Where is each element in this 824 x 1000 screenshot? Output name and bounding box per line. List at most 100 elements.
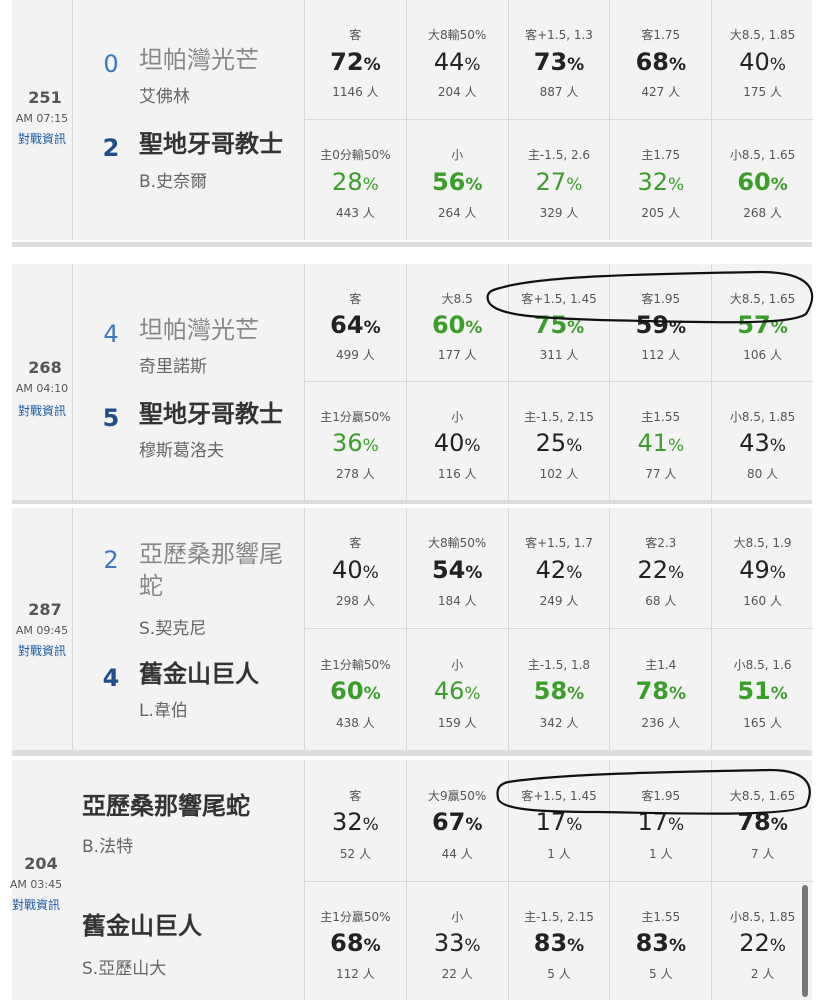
odds-grid: 客 64% 499 人 大8.5 60% 177 人 客+1.5, 1.45 75% 311 人… <box>304 264 813 500</box>
odds-cell[interactable]: 小8.5, 1.6 51% 165 人 <box>711 629 813 750</box>
odds-cell[interactable]: 客 72% 1146 人 <box>305 0 406 119</box>
matchup-info-link[interactable]: 對戰資訊 <box>17 644 66 658</box>
odds-cell[interactable]: 小 40% 116 人 <box>405 382 508 500</box>
count-unit: 人 <box>664 594 677 608</box>
away-team-name[interactable]: 坦帕灣光芒 <box>139 46 259 74</box>
odds-cell[interactable]: 主-1.5, 2.6 27% 329 人 <box>507 120 610 240</box>
count-value: 52 <box>339 846 356 861</box>
count-value: 77 <box>645 466 661 481</box>
odds-cell[interactable]: 大8.5, 1.85 40% 175 人 <box>711 0 813 119</box>
odds-cell[interactable]: 主-1.5, 2.15 25% 102 人 <box>507 382 610 500</box>
odds-cell[interactable]: 主1分贏50% 36% 278 人 <box>305 382 406 500</box>
odds-cell[interactable]: 客1.95 17% 1 人 <box>609 760 711 881</box>
bet-percentage: 75% <box>509 311 610 339</box>
percent-sign: % <box>566 436 583 457</box>
percentage-value: 44 <box>433 47 465 76</box>
percent-sign: % <box>362 436 379 457</box>
odds-cell[interactable]: 客 64% 499 人 <box>305 264 406 381</box>
odds-label: 客2.3 <box>645 536 677 551</box>
matchup-info-link[interactable]: 對戰資訊 <box>17 404 66 418</box>
game-time: AM 04:10 <box>15 382 69 395</box>
odds-cell[interactable]: 客+1.5, 1.45 17% 1 人 <box>507 760 610 881</box>
count-unit: 人 <box>668 206 681 220</box>
bettor-count: 249 人 <box>509 592 610 609</box>
odds-label: 主-1.5, 2.15 <box>524 909 594 924</box>
percentage-value: 40 <box>433 429 465 458</box>
odds-label: 客+1.5, 1.3 <box>525 28 593 43</box>
odds-cell[interactable]: 主0分輸50% 28% 443 人 <box>305 120 406 240</box>
bettor-count: 205 人 <box>610 204 711 221</box>
count-unit: 人 <box>362 466 375 481</box>
bettor-count: 443 人 <box>305 204 406 221</box>
odds-cell[interactable]: 小8.5, 1.65 60% 268 人 <box>711 120 813 240</box>
percentage-value: 40 <box>332 556 363 584</box>
odds-cell[interactable]: 主1分贏50% 68% 112 人 <box>305 882 406 1000</box>
odds-cell[interactable]: 客+1.5, 1.7 42% 249 人 <box>507 508 610 628</box>
bettor-count: 22 人 <box>407 965 508 982</box>
odds-label: 主1.4 <box>645 657 677 672</box>
odds-cell[interactable]: 主1分輸50% 60% 438 人 <box>305 629 406 750</box>
count-value: 2 <box>750 966 759 981</box>
odds-cell[interactable]: 客 40% 298 人 <box>305 508 406 628</box>
count-unit: 人 <box>464 85 477 100</box>
home-team-name[interactable]: 舊金山巨人 <box>82 912 202 940</box>
percent-sign: % <box>465 563 483 583</box>
home-team-name[interactable]: 聖地牙哥教士 <box>139 130 283 158</box>
percentage-value: 59 <box>635 310 669 339</box>
odds-cell[interactable]: 客2.3 22% 68 人 <box>609 508 711 628</box>
count-unit: 人 <box>362 206 375 220</box>
odds-cell[interactable]: 大8.5, 1.65 57% 106 人 <box>711 264 813 381</box>
odds-cell[interactable]: 客 32% 52 人 <box>305 760 406 881</box>
game-info: 251 AM 07:15 對戰資訊 <box>12 0 72 240</box>
odds-cell[interactable]: 小 33% 22 人 <box>405 882 508 1000</box>
bettor-count: 204 人 <box>407 83 508 100</box>
odds-cell[interactable]: 大9贏50% 67% 44 人 <box>405 760 508 881</box>
percent-sign: % <box>464 436 481 457</box>
percentage-value: 25 <box>535 429 567 458</box>
count-value: 249 <box>539 594 563 608</box>
home-team-name[interactable]: 聖地牙哥教士 <box>139 400 283 428</box>
away-team-name[interactable]: 亞歷桑那響尾蛇 <box>139 540 283 601</box>
odds-cell[interactable]: 主-1.5, 2.15 83% 5 人 <box>507 882 610 1000</box>
odds-cell[interactable]: 客1.75 68% 427 人 <box>609 0 711 119</box>
odds-cell[interactable]: 小8.5, 1.85 43% 80 人 <box>711 382 813 500</box>
odds-cell[interactable]: 大8.5 60% 177 人 <box>405 264 508 381</box>
game-time: AM 09:45 <box>15 624 69 637</box>
home-team-name[interactable]: 舊金山巨人 <box>139 660 259 688</box>
odds-cell[interactable]: 主1.55 41% 77 人 <box>609 382 711 500</box>
odds-cell[interactable]: 大8輸50% 54% 184 人 <box>405 508 508 628</box>
odds-cell[interactable]: 主1.55 83% 5 人 <box>609 882 711 1000</box>
bettor-count: 264 人 <box>407 204 508 221</box>
bet-percentage: 57% <box>712 311 813 339</box>
odds-cell[interactable]: 大8.5, 1.65 78% 7 人 <box>711 760 813 881</box>
odds-label: 小8.5, 1.65 <box>729 148 796 163</box>
count-unit: 人 <box>668 85 681 100</box>
odds-cell[interactable]: 主1.4 78% 236 人 <box>609 629 711 750</box>
odds-cell[interactable]: 客+1.5, 1.45 75% 311 人 <box>507 264 610 381</box>
odds-cell[interactable]: 小 56% 264 人 <box>405 120 508 240</box>
game-info: 204 AM 03:45 對戰資訊 <box>10 760 72 1000</box>
matchup-info-link[interactable]: 對戰資訊 <box>17 132 66 146</box>
odds-cell[interactable]: 小 46% 159 人 <box>405 629 508 750</box>
odds-cell[interactable]: 主-1.5, 1.8 58% 342 人 <box>507 629 610 750</box>
count-unit: 人 <box>660 846 673 861</box>
count-value: 112 <box>336 966 359 981</box>
scrollbar[interactable] <box>802 885 808 997</box>
odds-cell[interactable]: 大8輸50% 44% 204 人 <box>405 0 508 119</box>
odds-cell[interactable]: 小8.5, 1.85 22% 2 人 <box>711 882 813 1000</box>
away-team-name[interactable]: 亞歷桑那響尾蛇 <box>82 792 250 820</box>
bettor-count: 68 人 <box>610 592 711 609</box>
odds-cell[interactable]: 主1.75 32% 205 人 <box>609 120 711 240</box>
bettor-count: 887 人 <box>509 83 610 100</box>
bet-percentage: 25% <box>509 429 610 457</box>
teams-panel: 4 坦帕灣光芒 奇里諾斯 5 聖地牙哥教士 穆斯葛洛夫 <box>72 264 305 500</box>
percentage-value: 17 <box>637 808 668 837</box>
odds-cell[interactable]: 大8.5, 1.9 49% 160 人 <box>711 508 813 628</box>
percentage-value: 83 <box>635 929 669 958</box>
odds-cell[interactable]: 客+1.5, 1.3 73% 887 人 <box>507 0 610 119</box>
matchup-info-link[interactable]: 對戰資訊 <box>11 898 60 912</box>
odds-cell[interactable]: 客1.95 59% 112 人 <box>609 264 711 381</box>
away-team-name[interactable]: 坦帕灣光芒 <box>139 316 259 344</box>
bet-percentage: 43% <box>712 429 813 457</box>
percentage-value: 67 <box>431 808 466 837</box>
